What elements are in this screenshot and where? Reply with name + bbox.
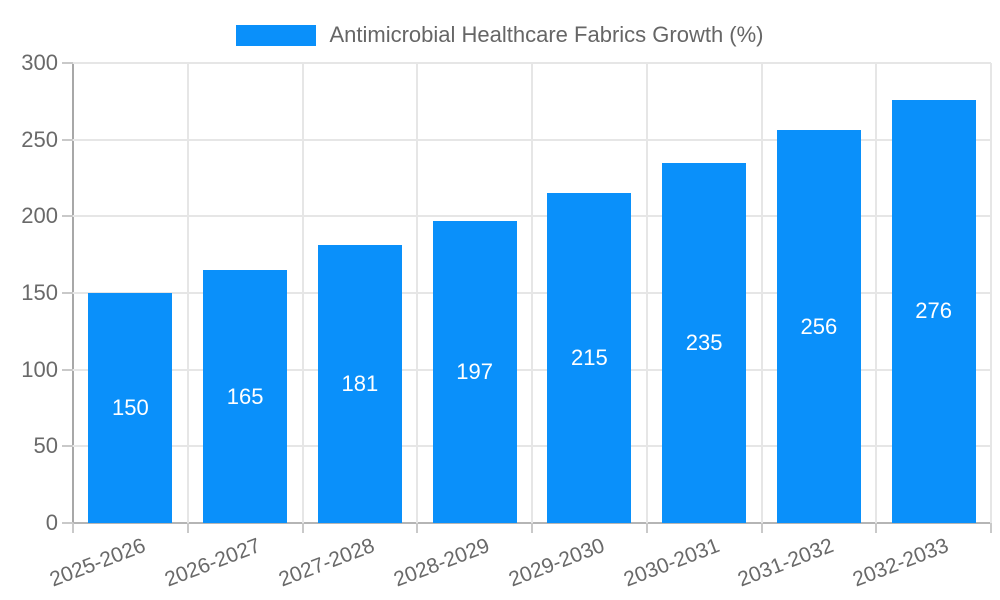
x-axis-tick-mark — [186, 523, 189, 533]
x-axis-category-label: 2031-2032 — [735, 534, 838, 592]
y-axis-tick-mark — [62, 292, 73, 294]
x-axis-tick-mark — [875, 523, 878, 533]
y-axis-tick-mark — [62, 522, 73, 524]
bar-value-label: 235 — [685, 329, 723, 355]
x-gridline — [186, 63, 189, 523]
bar-2029-2030[interactable] — [547, 193, 632, 523]
x-gridline — [990, 63, 992, 523]
bar-value-label: 181 — [341, 371, 379, 397]
x-gridline — [875, 63, 878, 523]
x-axis-tick-mark — [645, 523, 648, 533]
bar-2028-2029[interactable] — [432, 220, 517, 523]
x-axis-tick-mark — [301, 523, 304, 533]
x-axis-category-label: 2026-2027 — [161, 534, 264, 592]
x-gridline — [645, 63, 648, 523]
x-gridline — [301, 63, 304, 523]
y-axis-tick-mark — [62, 62, 73, 64]
x-axis-tick-mark — [531, 523, 533, 533]
y-axis-tick-mark — [62, 445, 73, 448]
x-gridline — [760, 63, 763, 523]
x-axis-tick-mark — [416, 523, 419, 533]
bar-2026-2027[interactable] — [203, 270, 288, 523]
bar-value-label: 256 — [800, 313, 838, 339]
y-axis-tick-label: 0 — [45, 510, 58, 535]
x-axis-category-label: 2029-2030 — [505, 534, 608, 592]
chart-legend[interactable]: Antimicrobial Healthcare Fabrics Growth … — [0, 22, 1000, 48]
x-gridline — [416, 63, 419, 523]
bar-2030-2031[interactable] — [662, 162, 747, 523]
bar-value-label: 165 — [226, 383, 264, 409]
x-axis-category-label: 2032-2033 — [849, 534, 952, 592]
y-axis-tick-label: 100 — [21, 356, 58, 382]
y-axis-tick-mark — [62, 138, 73, 141]
bar-2025-2026[interactable] — [88, 293, 173, 523]
x-axis-category-label: 2027-2028 — [276, 534, 379, 592]
x-gridline — [531, 63, 533, 523]
x-axis-category-label: 2030-2031 — [620, 534, 723, 592]
x-axis-category-label: 2025-2026 — [46, 534, 149, 592]
y-axis-tick-mark — [62, 215, 73, 218]
bar-value-label: 150 — [112, 395, 149, 420]
bar-value-label: 276 — [915, 298, 952, 324]
y-axis-tick-label: 50 — [33, 433, 58, 459]
y-axis-tick-label: 150 — [21, 280, 58, 305]
x-axis-tick-mark — [760, 523, 763, 533]
bar-2032-2033[interactable] — [891, 99, 976, 523]
legend-label: Antimicrobial Healthcare Fabrics Growth … — [329, 22, 764, 47]
y-axis-tick-label: 300 — [21, 50, 58, 75]
legend-swatch-icon — [236, 24, 317, 46]
y-axis-tick-label: 250 — [21, 126, 58, 152]
bar-value-label: 215 — [571, 345, 608, 371]
y-axis-tick-label: 200 — [21, 203, 58, 229]
bar-2027-2028[interactable] — [317, 245, 402, 523]
plot-area: 150 165 181 197 215 235 256 276 — [73, 62, 992, 523]
x-axis-tick-mark — [72, 523, 74, 533]
y-axis-tick-mark — [62, 368, 73, 371]
bar-value-label: 197 — [456, 358, 493, 384]
x-axis-category-label: 2028-2029 — [390, 534, 493, 592]
x-axis-tick-mark — [990, 523, 992, 533]
bar-2031-2032[interactable] — [776, 130, 861, 523]
